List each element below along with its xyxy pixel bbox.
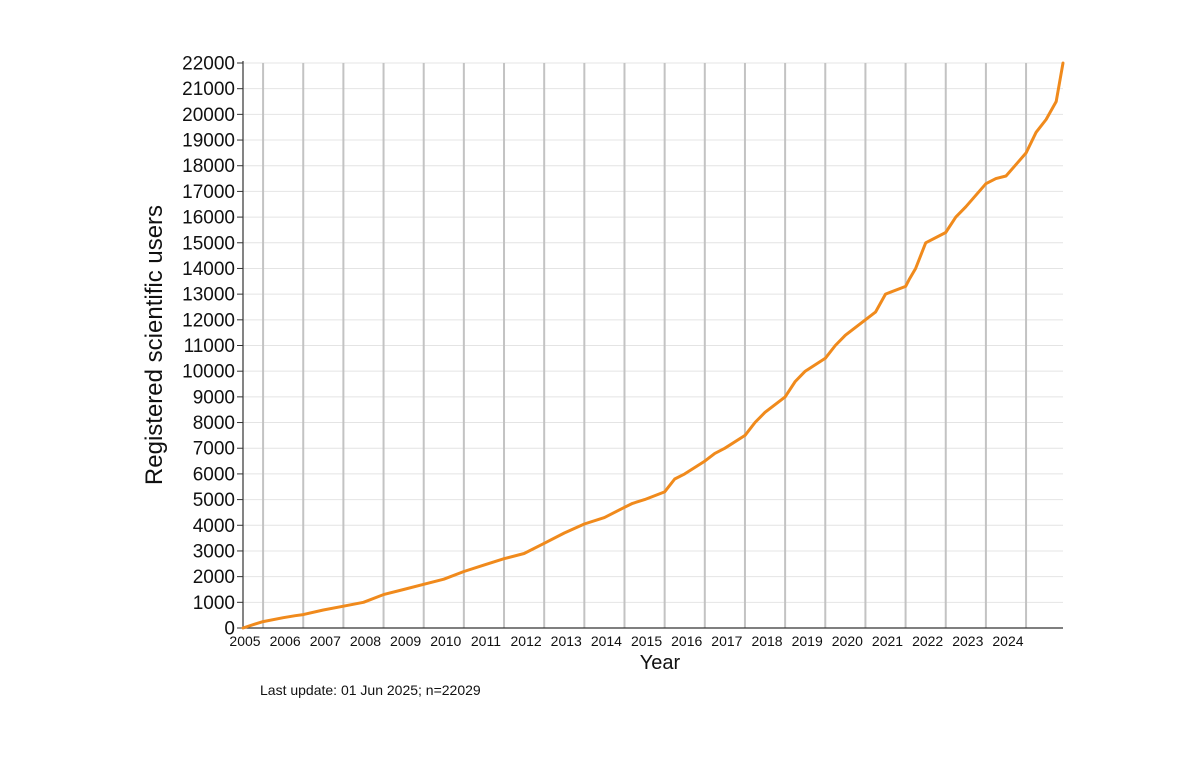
x-axis-title: Year	[640, 652, 681, 674]
y-tick-label-15: 15000	[182, 233, 235, 254]
y-axis-title: Registered scientific users	[141, 205, 168, 485]
x-tick-label-2023: 2023	[952, 633, 983, 649]
x-tick-label-2016: 2016	[671, 633, 702, 649]
x-tick-label-2010: 2010	[430, 633, 461, 649]
y-tick-label-4: 4000	[193, 516, 235, 537]
y-tick-label-7: 7000	[193, 439, 235, 460]
x-tick-label-2005: 2005	[229, 633, 260, 649]
y-tick-labels: 0 1000 2000 3000 4000 5000 6000 7000 8000 9000 100…	[182, 54, 235, 640]
y-tick-label-14: 14000	[182, 259, 235, 280]
x-tick-label-2019: 2019	[792, 633, 823, 649]
x-tick-label-2006: 2006	[270, 633, 301, 649]
x-tick-label-2012: 2012	[511, 633, 542, 649]
x-tick-label-2008: 2008	[350, 633, 381, 649]
series-line-0	[241, 61, 1065, 630]
y-tick-label-6: 6000	[193, 464, 235, 485]
x-tick-label-2014: 2014	[591, 633, 622, 649]
y-tick-label-8: 8000	[193, 413, 235, 434]
horizontal-gridlines	[243, 62, 1063, 603]
x-tick-label-2011: 2011	[471, 633, 501, 649]
x-tick-label-2022: 2022	[912, 633, 943, 649]
y-tick-label-20: 20000	[182, 105, 235, 126]
y-tick-label-12: 12000	[182, 310, 235, 331]
y-tick-label-2: 2000	[193, 567, 235, 588]
x-tick-label-2015: 2015	[631, 633, 662, 649]
x-tick-label-2009: 2009	[390, 633, 421, 649]
y-tick-label-5: 5000	[193, 490, 235, 511]
y-tick-label-1: 1000	[193, 593, 235, 614]
x-tick-labels: 2005 2006 2007 2008 2009 2010 2011 2012 2013 2014…	[229, 633, 1023, 649]
x-tick-label-2021: 2021	[872, 633, 903, 649]
y-tick-label-13: 13000	[182, 285, 235, 306]
y-tick-label-3: 3000	[193, 541, 235, 562]
y-tick-label-18: 18000	[182, 156, 235, 177]
vertical-gridlines	[262, 63, 1028, 628]
y-tick-label-21: 21000	[182, 79, 235, 100]
x-tick-label-2017: 2017	[711, 633, 742, 649]
y-tick-label-17: 17000	[182, 182, 235, 203]
x-tick-label-2020: 2020	[832, 633, 863, 649]
y-tick-label-19: 19000	[182, 131, 235, 152]
axes	[237, 61, 1063, 629]
footnote: Last update: 01 Jun 2025; n=22029	[260, 682, 481, 698]
x-tick-label-2024: 2024	[992, 633, 1023, 649]
y-tick-label-16: 16000	[182, 208, 235, 229]
x-tick-label-2018: 2018	[751, 633, 782, 649]
y-tick-label-9: 9000	[193, 387, 235, 408]
series-layer	[241, 61, 1065, 630]
y-tick-label-11: 11000	[184, 336, 235, 357]
y-tick-label-0: 0	[224, 619, 235, 640]
x-tick-label-2007: 2007	[310, 633, 341, 649]
x-tick-label-2013: 2013	[551, 633, 582, 649]
y-tick-label-22: 22000	[182, 54, 235, 75]
y-tick-label-10: 10000	[182, 362, 235, 383]
